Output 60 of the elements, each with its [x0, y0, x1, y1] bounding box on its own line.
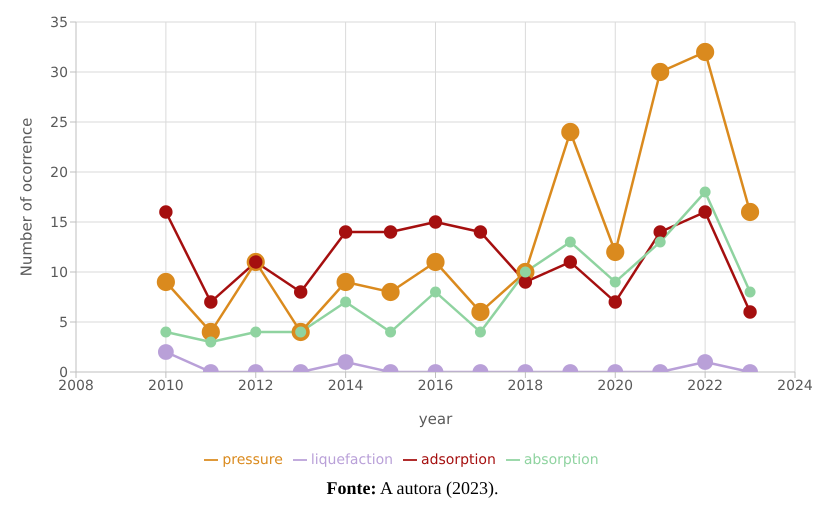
point [606, 242, 624, 262]
y-tick-label: 35 [50, 14, 68, 31]
legend-label: liquefaction [310, 452, 394, 468]
point [384, 225, 398, 239]
point [561, 122, 580, 142]
point [744, 286, 756, 298]
point [696, 42, 714, 62]
point [654, 236, 666, 248]
point [336, 272, 355, 292]
point [474, 225, 488, 239]
point [740, 202, 760, 222]
point [428, 215, 442, 229]
y-axis-title: Number of ocorrence [17, 118, 36, 276]
legend-label: pressure [222, 452, 283, 468]
y-tick-label: 30 [50, 64, 68, 81]
point [381, 282, 400, 302]
x-axis-title: year [418, 410, 454, 428]
x-tick-label: 2010 [148, 378, 184, 394]
x-tick-label: 2022 [687, 378, 723, 394]
point [610, 276, 621, 288]
point [250, 326, 262, 338]
x-tick-label: 2018 [508, 378, 544, 394]
y-tick-label: 10 [50, 264, 68, 281]
legend-label: adsorption [421, 452, 496, 468]
y-tick-label: 25 [50, 114, 68, 131]
point [743, 305, 757, 319]
y-tick-label: 15 [50, 214, 68, 231]
point [338, 354, 354, 370]
point [159, 205, 173, 219]
point [205, 336, 216, 348]
x-tick-label: 2024 [777, 378, 813, 394]
point [426, 252, 445, 272]
point [564, 255, 578, 269]
point [158, 344, 174, 360]
point [651, 62, 670, 82]
x-tick-label: 2012 [238, 378, 274, 394]
point [160, 326, 172, 338]
point [697, 354, 714, 370]
point [518, 275, 532, 289]
legend-label: absorption [524, 452, 599, 468]
point [294, 285, 308, 299]
y-tick-label: 20 [50, 164, 68, 181]
y-tick-label: 5 [59, 314, 68, 331]
point [338, 225, 352, 239]
point [340, 296, 352, 308]
point [700, 186, 711, 198]
point [564, 236, 576, 248]
point [698, 205, 712, 219]
x-tick-label: 2014 [328, 378, 364, 394]
point [474, 326, 486, 338]
point [608, 295, 622, 309]
point [471, 302, 490, 322]
point [204, 295, 218, 309]
x-tick-label: 2020 [597, 378, 634, 394]
point [156, 272, 175, 292]
x-tick-label: 2016 [418, 378, 454, 394]
point [430, 286, 441, 298]
point [385, 326, 396, 338]
source-note: Fonte: A autora (2023). [326, 478, 500, 499]
point [653, 225, 667, 239]
